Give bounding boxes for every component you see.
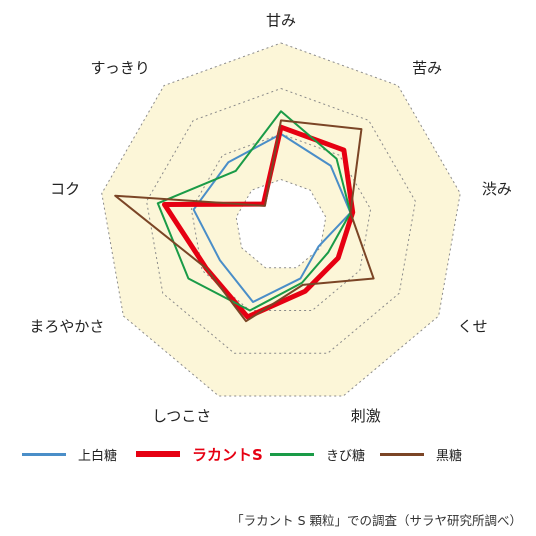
legend-line-kibitou — [270, 452, 314, 456]
legend-label-kibitou: きび糖 — [326, 448, 366, 464]
series-line-1 — [161, 124, 356, 320]
series-line-3 — [114, 119, 375, 323]
legend-item-jouhakutou: 上白糖 — [22, 442, 117, 466]
axis-label-1: 苦み — [412, 59, 442, 77]
series-line-2 — [156, 110, 352, 312]
legend-item-kibitou: きび糖 — [270, 442, 365, 466]
legend-label-jouhakutou: 上白糖 — [78, 448, 118, 464]
axis-label-0: 甘み — [266, 12, 296, 30]
axis-label-7: コク — [50, 180, 80, 198]
axis-label-3: くせ — [458, 318, 488, 336]
axis-label-4: 刺激 — [351, 407, 381, 425]
legend-line-jouhakutou — [22, 452, 66, 456]
legend-label-kokutou: 黒糖 — [436, 448, 463, 464]
axis-label-5: しつこさ — [152, 407, 211, 425]
source-note: 「ラカント S 顆粒」での調査（サラヤ研究所調べ） — [231, 513, 522, 528]
axis-label-6: まろやかさ — [29, 318, 104, 336]
legend-item-lakanto: ラカントS — [136, 442, 263, 466]
legend-line-lakanto — [136, 451, 180, 457]
legend-item-kokutou: 黒糖 — [380, 442, 462, 466]
grid-ring-3 — [146, 87, 416, 354]
legend-label-lakanto: ラカントS — [192, 445, 263, 464]
legend: 上白糖 ラカントS きび糖 黒糖 — [0, 442, 536, 466]
axis-label-2: 渋み — [482, 180, 512, 198]
grid-ring-1 — [235, 178, 327, 269]
series-line-0 — [192, 133, 352, 303]
axis-label-8: すっきり — [90, 59, 149, 77]
legend-line-kokutou — [380, 452, 424, 456]
